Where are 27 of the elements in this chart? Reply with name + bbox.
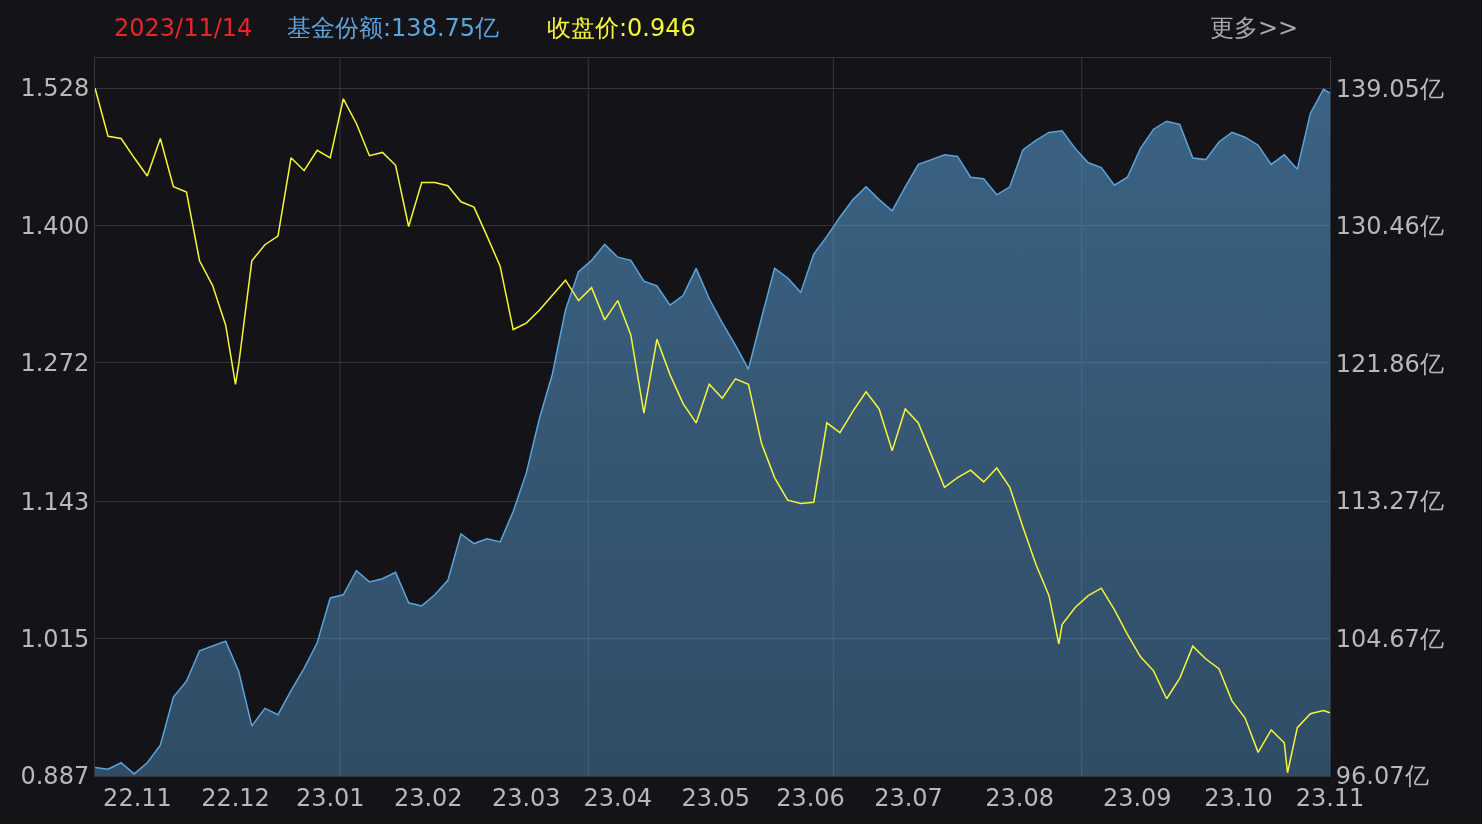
y-tick-label: 1.528 (20, 74, 90, 103)
y-tick-label: 1.272 (20, 349, 90, 378)
y2-tick-label: 130.46亿 (1335, 212, 1444, 241)
x-tick-label: 23.01 (295, 783, 365, 812)
x-tick-label: 23.03 (491, 783, 561, 812)
text: 更多>> (1210, 14, 1299, 42)
y-tick-label: 1.400 (20, 211, 90, 240)
x-tick-label: 23.06 (776, 783, 845, 812)
y2-tick-label: 121.86亿 (1335, 349, 1444, 378)
x-tick-label: 23.04 (583, 783, 653, 812)
x-tick-label: 23.02 (393, 783, 463, 812)
x-tick-label: 23.10 (1204, 783, 1273, 812)
x-tick-label: 22.12 (201, 783, 270, 812)
x-tick-label: 23.05 (681, 783, 751, 812)
text: 基金份额:138.75亿 (287, 14, 500, 42)
y2-tick-label: 113.27亿 (1335, 487, 1444, 516)
x-tick-label: 23.08 (985, 783, 1054, 812)
x-tick-label: 22.11 (103, 783, 172, 812)
y-tick-label: 1.015 (20, 625, 90, 654)
text: 2023/11/14 (114, 14, 253, 42)
text: 收盘价:0.946 (547, 14, 696, 42)
x-tick-label: 23.09 (1102, 783, 1172, 812)
y-tick-label: 1.143 (20, 487, 90, 516)
x-tick-label: 23.07 (874, 783, 943, 812)
y-tick-label: 0.887 (20, 762, 90, 791)
y2-tick-label: 104.67亿 (1335, 624, 1444, 653)
y2-tick-label: 139.05亿 (1335, 74, 1444, 103)
